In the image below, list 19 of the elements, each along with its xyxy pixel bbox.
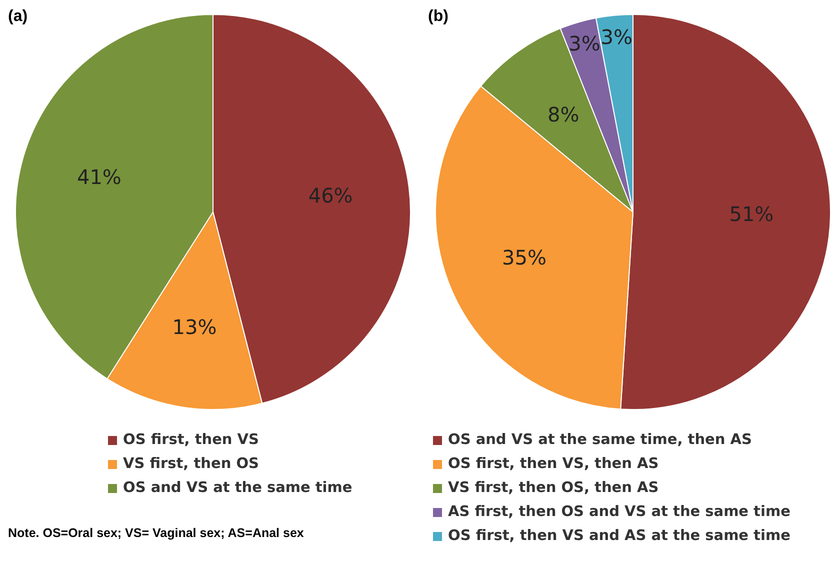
legend-label: OS and VS at the same time: [123, 480, 352, 496]
legend-label: OS first, then VS and AS at the same time: [448, 528, 790, 544]
legend-label: VS first, then OS: [123, 456, 259, 472]
data-label: 3%: [568, 31, 600, 56]
data-label: 51%: [729, 202, 774, 226]
legend-label: AS first, then OS and VS at the same time: [448, 504, 790, 520]
data-label: 8%: [547, 102, 580, 126]
legend-label: OS first, then VS, then AS: [448, 456, 659, 472]
data-label: 41%: [76, 165, 122, 190]
chart-title: (a): [8, 8, 28, 26]
chart-title: (b): [428, 8, 448, 26]
legend-label: OS first, then VS: [123, 432, 259, 448]
legend-label: VS first, then OS, then AS: [448, 480, 659, 496]
data-label: 46%: [308, 183, 353, 208]
data-label: 3%: [600, 25, 633, 50]
data-label: 35%: [502, 245, 546, 270]
legend-label: OS and VS at the same time, then AS: [448, 432, 752, 448]
text: Note. OS=Oral sex; VS= Vaginal sex; AS=Anal sex: [8, 526, 304, 540]
data-label: 13%: [172, 315, 217, 340]
